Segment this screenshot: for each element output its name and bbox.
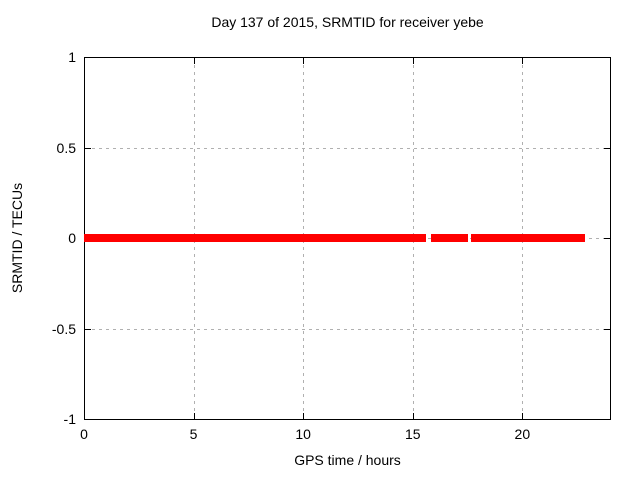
x-tick-label: 20 bbox=[514, 426, 531, 442]
x-tick-mark-bottom bbox=[193, 413, 195, 419]
x-tick-mark-bottom bbox=[303, 413, 305, 419]
data-line-segment bbox=[471, 234, 586, 242]
data-line-segment bbox=[84, 234, 427, 242]
y-tick-mark-right bbox=[604, 57, 610, 58]
y-tick-mark-left bbox=[85, 328, 91, 330]
y-tick-label: 1 bbox=[68, 49, 76, 65]
y-tick-mark-right bbox=[604, 328, 610, 330]
x-axis-label: GPS time / hours bbox=[294, 452, 401, 468]
plot-area bbox=[84, 57, 611, 420]
y-tick-label: 0 bbox=[68, 230, 76, 246]
x-tick-mark-top bbox=[193, 58, 195, 64]
gridline-horizontal bbox=[85, 328, 610, 330]
y-tick-label: -0.5 bbox=[51, 320, 76, 337]
x-tick-mark-bottom bbox=[412, 413, 414, 419]
y-tick-mark-right bbox=[604, 419, 610, 420]
x-tick-label: 0 bbox=[80, 426, 88, 442]
x-tick-mark-bottom bbox=[522, 413, 524, 419]
y-tick-mark-right bbox=[604, 147, 610, 149]
y-tick-mark-left bbox=[85, 57, 91, 58]
y-tick-label: -1 bbox=[63, 411, 76, 427]
x-tick-label: 15 bbox=[404, 426, 421, 442]
gridline-horizontal bbox=[85, 147, 610, 149]
x-tick-mark-bottom bbox=[84, 413, 85, 419]
x-tick-mark-top bbox=[84, 58, 85, 64]
chart-title: Day 137 of 2015, SRMTID for receiver yeb… bbox=[211, 14, 484, 30]
y-tick-mark-left bbox=[85, 419, 91, 420]
y-tick-label: 0.5 bbox=[56, 139, 76, 156]
x-tick-label: 10 bbox=[295, 426, 311, 442]
y-tick-mark-right bbox=[604, 238, 610, 239]
x-tick-mark-top bbox=[522, 58, 524, 64]
x-tick-label: 5 bbox=[189, 426, 198, 442]
y-tick-mark-left bbox=[85, 147, 91, 149]
x-tick-mark-top bbox=[412, 58, 414, 64]
x-tick-mark-top bbox=[303, 58, 305, 64]
data-line-segment bbox=[431, 234, 469, 242]
